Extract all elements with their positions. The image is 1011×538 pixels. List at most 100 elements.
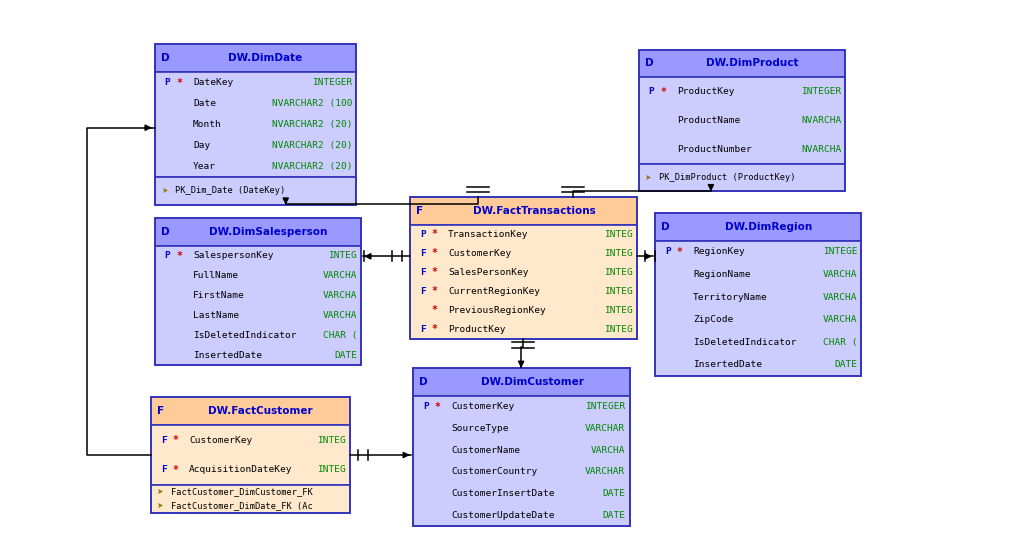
Text: F: F	[420, 324, 426, 334]
Text: DW.DimSalesperson: DW.DimSalesperson	[209, 227, 328, 237]
Text: INTEG: INTEG	[604, 230, 633, 238]
Text: CHAR (: CHAR (	[323, 331, 357, 340]
Bar	[655, 213, 861, 240]
Text: DATE: DATE	[603, 489, 626, 498]
Text: *: *	[432, 324, 438, 334]
Text: INTEGE: INTEGE	[823, 247, 857, 257]
Text: F: F	[416, 206, 423, 216]
Text: INTEG: INTEG	[604, 267, 633, 277]
Text: ➤: ➤	[157, 487, 163, 496]
Text: NVARCHA: NVARCHA	[801, 116, 841, 125]
Bar	[412, 396, 630, 526]
Text: DW.DimProduct: DW.DimProduct	[706, 59, 799, 68]
Text: ProductKey: ProductKey	[448, 324, 506, 334]
Bar	[155, 177, 356, 205]
Text: NVARCHAR2 (100: NVARCHAR2 (100	[272, 99, 352, 108]
Text: INTEGER: INTEGER	[801, 87, 841, 96]
Bar	[155, 72, 356, 177]
Text: D: D	[661, 222, 669, 232]
Text: CustomerUpdateDate: CustomerUpdateDate	[451, 511, 555, 520]
Text: INTEG: INTEG	[604, 306, 633, 315]
Text: DW.DimCustomer: DW.DimCustomer	[480, 377, 583, 387]
Text: D: D	[161, 227, 169, 237]
Text: NVARCHAR2 (20): NVARCHAR2 (20)	[272, 120, 352, 129]
Text: Year: Year	[193, 162, 216, 171]
Text: *: *	[173, 435, 179, 445]
Text: CustomerName: CustomerName	[451, 445, 520, 455]
Text: F: F	[420, 249, 426, 258]
Text: SalesPersonKey: SalesPersonKey	[448, 267, 529, 277]
Text: TransactionKey: TransactionKey	[448, 230, 529, 238]
Text: VARCHA: VARCHA	[323, 311, 357, 320]
Text: *: *	[435, 402, 441, 412]
Bar	[639, 77, 845, 164]
Text: VARCHA: VARCHA	[823, 293, 857, 302]
Text: *: *	[432, 229, 438, 239]
Bar	[655, 240, 861, 376]
Text: Day: Day	[193, 141, 210, 150]
Text: RegionKey: RegionKey	[693, 247, 745, 257]
Text: FactCustomer_DimCustomer_FK: FactCustomer_DimCustomer_FK	[171, 487, 312, 496]
Text: ➤: ➤	[161, 186, 167, 195]
Text: FactCustomer_DimDate_FK (Ac: FactCustomer_DimDate_FK (Ac	[171, 501, 312, 510]
Text: InsertedDate: InsertedDate	[193, 351, 262, 360]
Text: ➤: ➤	[645, 173, 651, 182]
Bar	[639, 164, 845, 192]
Bar	[655, 213, 861, 376]
Bar	[639, 49, 845, 77]
Text: CHAR (: CHAR (	[823, 338, 857, 346]
Text: LastName: LastName	[193, 311, 239, 320]
Text: *: *	[432, 286, 438, 296]
Text: VARCHA: VARCHA	[323, 291, 357, 300]
Bar	[155, 44, 356, 205]
Text: SourceType: SourceType	[451, 424, 509, 433]
Text: DW.FactTransactions: DW.FactTransactions	[473, 206, 595, 216]
Text: D: D	[645, 59, 653, 68]
Bar	[155, 218, 361, 246]
Text: CustomerKey: CustomerKey	[189, 436, 252, 444]
Text: INTEG: INTEG	[329, 251, 357, 260]
Text: InsertedDate: InsertedDate	[693, 360, 762, 369]
Text: F: F	[420, 267, 426, 277]
Text: DW.DimDate: DW.DimDate	[228, 53, 302, 63]
Text: D: D	[419, 377, 428, 387]
Bar	[412, 368, 630, 526]
Text: Date: Date	[193, 99, 216, 108]
Text: VARCHA: VARCHA	[823, 270, 857, 279]
Text: P: P	[420, 230, 426, 238]
Text: DATE: DATE	[335, 351, 357, 360]
Text: AcquisitionDateKey: AcquisitionDateKey	[189, 465, 292, 475]
Text: CustomerKey: CustomerKey	[451, 402, 515, 411]
Text: DATE: DATE	[603, 511, 626, 520]
Text: P: P	[649, 87, 654, 96]
Text: INTEG: INTEG	[604, 249, 633, 258]
Bar	[151, 398, 350, 513]
Text: P: P	[665, 247, 670, 257]
Text: F: F	[157, 406, 164, 416]
Text: INTEG: INTEG	[604, 287, 633, 295]
Text: PreviousRegionKey: PreviousRegionKey	[448, 306, 546, 315]
Bar	[155, 44, 356, 72]
Text: *: *	[677, 247, 682, 257]
Text: IsDeletedIndicator: IsDeletedIndicator	[693, 338, 797, 346]
Text: SalespersonKey: SalespersonKey	[193, 251, 273, 260]
Text: *: *	[177, 251, 183, 261]
Text: INTEG: INTEG	[604, 324, 633, 334]
Bar	[412, 368, 630, 396]
Text: P: P	[165, 78, 171, 87]
Text: DateKey: DateKey	[193, 78, 234, 87]
Text: P: P	[423, 402, 429, 411]
Text: *: *	[177, 77, 183, 88]
Bar	[151, 425, 350, 485]
Text: VARCHAR: VARCHAR	[585, 467, 626, 476]
Text: VARCHA: VARCHA	[591, 445, 626, 455]
Text: INTEG: INTEG	[317, 436, 346, 444]
Text: VARCHA: VARCHA	[323, 271, 357, 280]
Text: NVARCHAR2 (20): NVARCHAR2 (20)	[272, 141, 352, 150]
Text: INTEGER: INTEGER	[585, 402, 626, 411]
Text: DW.FactCustomer: DW.FactCustomer	[208, 406, 312, 416]
Text: ➤: ➤	[157, 501, 163, 510]
Text: ProductName: ProductName	[677, 116, 740, 125]
Bar	[409, 224, 637, 338]
Text: *: *	[432, 267, 438, 277]
